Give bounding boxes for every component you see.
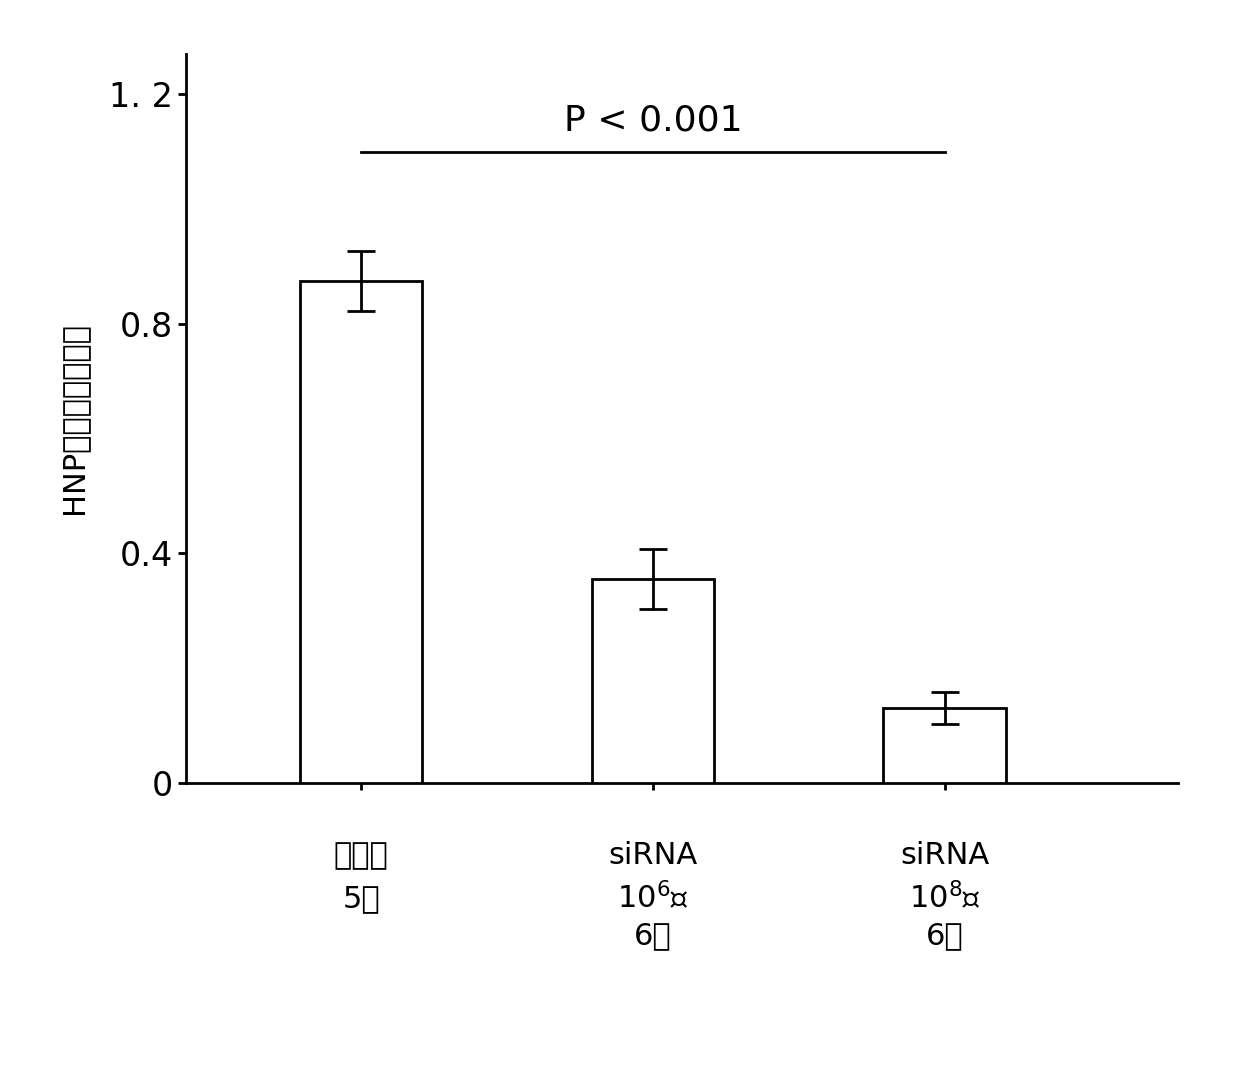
Text: siRNA: siRNA xyxy=(608,841,697,870)
Bar xyxy=(883,708,1006,783)
Text: 5例: 5例 xyxy=(342,885,379,913)
Text: 6例: 6例 xyxy=(926,921,963,950)
Text: P < 0.001: P < 0.001 xyxy=(563,103,742,137)
Text: 6例: 6例 xyxy=(634,921,672,950)
Text: siRNA: siRNA xyxy=(900,841,990,870)
Text: 10$^8$组: 10$^8$组 xyxy=(909,880,981,914)
Y-axis label: HNP表达水平（倍）: HNP表达水平（倍） xyxy=(60,323,88,514)
Text: 对照组: 对照组 xyxy=(334,841,388,870)
Bar xyxy=(591,579,714,783)
Bar xyxy=(300,280,423,783)
Text: 10$^6$组: 10$^6$组 xyxy=(618,880,688,914)
